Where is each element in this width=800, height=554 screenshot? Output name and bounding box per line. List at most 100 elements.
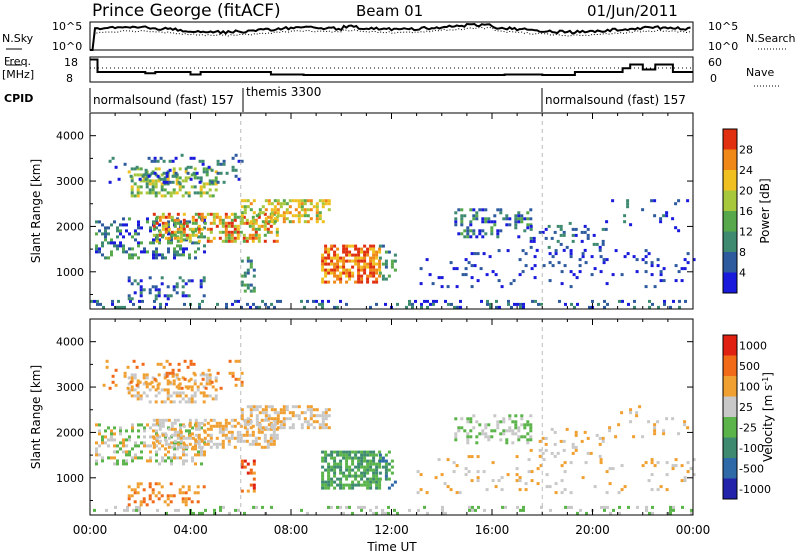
velocity-cell	[95, 462, 98, 466]
velocity-cell	[213, 508, 216, 512]
power-cell	[165, 171, 169, 175]
power-cell	[324, 247, 328, 251]
power-cell	[318, 214, 322, 218]
velocity-cell	[145, 382, 149, 386]
velocity-cell	[339, 480, 343, 484]
velocity-cell	[126, 386, 130, 390]
velocity-cell	[467, 455, 471, 459]
power-cell	[512, 279, 516, 283]
velocity-cell	[330, 450, 334, 454]
power-cell	[158, 230, 162, 234]
power-cell	[258, 305, 261, 309]
velocity-cell	[107, 456, 110, 460]
power-cell	[601, 227, 605, 231]
velocity-cell	[164, 418, 168, 422]
velocity-cell	[157, 482, 161, 486]
power-cell	[101, 232, 104, 236]
power-cell	[252, 274, 256, 278]
velocity-cell	[127, 485, 131, 489]
velocity-cell	[272, 430, 276, 434]
velocity-cell	[137, 435, 140, 439]
power-cell	[520, 214, 524, 218]
velocity-cell	[101, 438, 104, 442]
power-cell	[176, 250, 179, 254]
velocity-cell	[540, 505, 543, 509]
velocity-colorbar-swatch	[723, 355, 737, 376]
velocity-cell	[202, 485, 206, 489]
power-cell	[360, 256, 364, 260]
power-cell	[172, 288, 176, 292]
power-cell	[411, 302, 414, 306]
power-cell	[390, 259, 394, 263]
velocity-cell	[125, 453, 128, 457]
velocity-cell	[157, 491, 161, 495]
power-cell	[193, 173, 197, 177]
power-cell	[273, 220, 277, 224]
power-cell	[129, 174, 133, 178]
power-cell	[154, 285, 158, 289]
velocity-cell	[327, 483, 331, 487]
power-cell	[134, 229, 137, 233]
velocity-cell	[571, 445, 575, 449]
power-cell	[155, 236, 159, 240]
power-cell	[446, 285, 450, 289]
velocity-cell	[469, 417, 473, 421]
power-cell	[500, 285, 504, 289]
power-cell	[686, 252, 690, 256]
power-cell	[240, 259, 244, 263]
power-cell	[321, 259, 325, 263]
velocity-cell	[196, 485, 200, 489]
power-cell	[254, 218, 258, 222]
power-cell	[315, 299, 318, 303]
power-cell	[172, 167, 176, 171]
power-cell	[162, 180, 166, 184]
power-cell	[155, 247, 158, 251]
velocity-cell	[197, 445, 201, 449]
power-cell	[249, 220, 253, 224]
velocity-cell	[111, 380, 115, 384]
freq-label: Freq.	[4, 55, 31, 68]
velocity-cell	[197, 439, 201, 443]
power-cell	[127, 279, 131, 283]
power-cell	[108, 180, 112, 184]
velocity-cell	[93, 508, 96, 512]
velocity-cell	[336, 453, 340, 457]
power-cell	[157, 167, 161, 171]
power-cell	[345, 274, 349, 278]
velocity-cell	[690, 508, 693, 512]
velocity-cell	[185, 445, 189, 449]
power-cell	[490, 229, 494, 233]
velocity-cell	[125, 462, 128, 466]
power-cell	[282, 214, 286, 218]
velocity-cell	[246, 471, 250, 475]
power-cell	[327, 247, 331, 251]
velocity-cell	[291, 423, 295, 427]
velocity-cell	[188, 433, 192, 437]
power-cell	[558, 299, 561, 303]
velocity-cell	[309, 408, 313, 412]
velocity-cell	[133, 488, 137, 492]
power-cell	[345, 302, 348, 306]
power-cell	[131, 235, 134, 239]
power-cell	[360, 265, 364, 269]
velocity-cell	[306, 420, 310, 424]
velocity-cell	[366, 480, 370, 484]
velocity-cell	[598, 454, 602, 458]
velocity-cell	[168, 371, 172, 375]
velocity-cell	[189, 377, 193, 381]
power-cell	[508, 223, 512, 227]
velocity-cell	[387, 468, 391, 472]
velocity-cell	[248, 442, 252, 446]
power-cell	[200, 235, 203, 239]
velocity-cell	[270, 426, 274, 430]
power-cell	[161, 224, 165, 228]
power-cell	[113, 241, 116, 245]
velocity-cell	[233, 445, 237, 449]
velocity-cell	[511, 429, 515, 433]
power-cell	[517, 214, 521, 218]
power-cell	[348, 268, 352, 272]
velocity-cell	[291, 411, 295, 415]
power-cell	[419, 282, 423, 286]
station-title: Prince George (fitACF)	[92, 1, 281, 21]
power-cell	[227, 236, 231, 240]
